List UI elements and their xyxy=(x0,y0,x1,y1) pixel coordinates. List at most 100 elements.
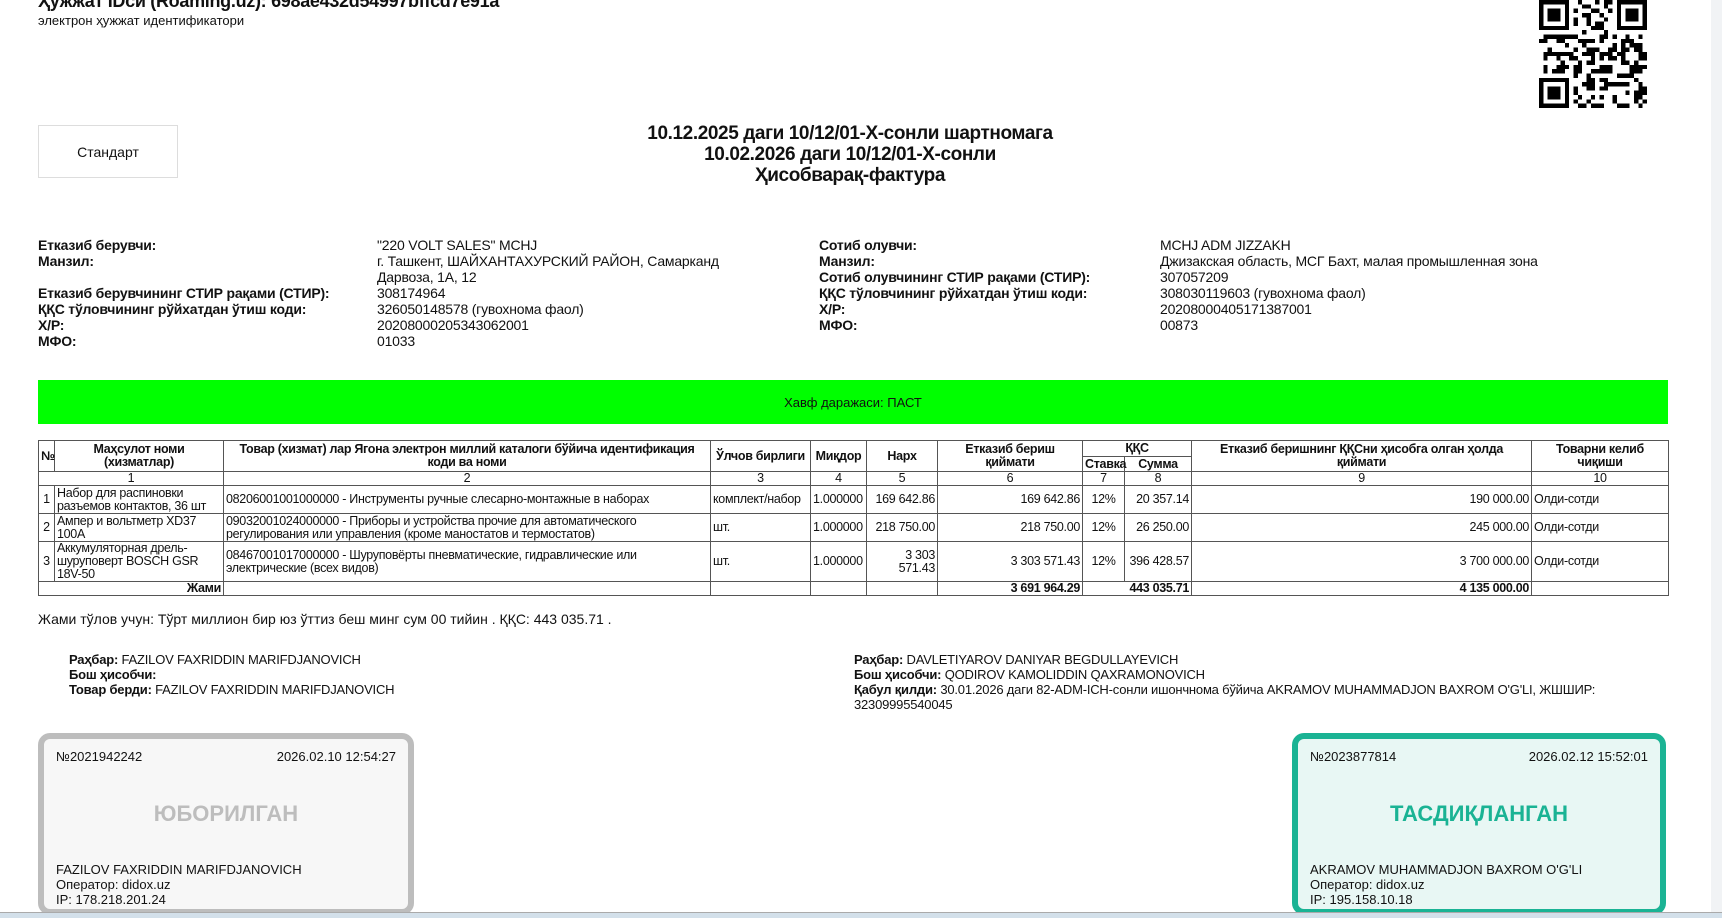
quantity: 1.000000 xyxy=(810,485,867,514)
header-origin: Товарни келиб чиқиши xyxy=(1531,440,1670,472)
table-row: 2 Ампер и вольтметр XD37 100A 090320010240… xyxy=(38,513,1670,542)
header-vat-amount: Сумма xyxy=(1123,456,1193,472)
page-title: 10.12.2025 даги 10/12/01-X-сонли шартном… xyxy=(500,123,1200,186)
label: Раҳбар: xyxy=(69,652,119,667)
column-number: 8 xyxy=(1123,471,1193,486)
seller-director: FAZILOV FAXRIDDIN MARIFDJANOVICH xyxy=(121,652,361,667)
header-catalog-code: Товар (хизмат) лар Ягона электрон миллий… xyxy=(223,440,711,472)
row-no: 1 xyxy=(38,485,55,514)
stamp-signer: AKRAMOV MUHAMMADJON BAXROM O'G'LI xyxy=(1310,862,1583,877)
seller-info-row: МФО: 01033 xyxy=(38,333,747,349)
label: Товар берди: xyxy=(69,682,152,697)
total-row: Жами 3 691 964.29 443 035.71 4 135 000.0… xyxy=(38,581,1670,596)
risk-level-banner: Хавф даражаси: ПАСТ xyxy=(38,380,1668,424)
stamp-ip: IP: 195.158.10.18 xyxy=(1310,892,1413,907)
buyer-info: Сотиб олувчи: MCHJ ADM JIZZAKH Манзил: Джиз… xyxy=(819,237,1550,333)
header-vat: ҚҚС xyxy=(1081,440,1193,457)
cost-with-vat: 245 000.00 xyxy=(1191,513,1533,542)
buyer-field-label: МФО: xyxy=(819,317,858,333)
unit: шт. xyxy=(710,541,811,582)
seller-info-row: Етказиб берувчининг СТИР рақами (СТИР): 3… xyxy=(38,285,747,301)
column-number: 1 xyxy=(38,471,224,486)
product-name: Ампер и вольтметр XD37 100A xyxy=(54,513,224,542)
stamp-datetime: 2026.02.12 15:52:01 xyxy=(1528,749,1648,764)
vat-rate: 12% xyxy=(1082,541,1125,582)
buyer-field-value: Джизакская область, МСГ Бахт, малая пром… xyxy=(1160,253,1538,269)
stamp-datetime: 2026.02.10 12:54:27 xyxy=(276,749,396,764)
invoice-table: № Маҳсулот номи (хизматлар) Товар (хизма… xyxy=(38,440,1670,596)
bottom-bar xyxy=(0,912,1722,918)
seller-info-row: Х/Р: 20208000205343062001 xyxy=(38,317,747,333)
seller-field-label: Х/Р: xyxy=(38,317,65,333)
header-price: Нарх xyxy=(866,440,938,472)
price: 218 750.00 xyxy=(866,513,938,542)
buyer-accountant: QODIROV KAMOLIDDIN QAXRAMONOVICH xyxy=(944,667,1205,682)
buyer-info-row: Сотиб олувчининг СТИР рақами (СТИР): 3070… xyxy=(819,269,1550,285)
header-cost-with-vat: Етказиб беришнинг ҚҚСни ҳисобга олган ҳо… xyxy=(1191,440,1533,472)
column-number: 9 xyxy=(1191,471,1533,486)
quantity: 1.000000 xyxy=(810,513,867,542)
total-label: Жами xyxy=(38,581,224,596)
header-vat-rate: Ставка xyxy=(1082,456,1127,472)
stamp-approved: №2023877814 2026.02.12 15:52:01 ТАСДИҚЛАН… xyxy=(1292,733,1666,915)
catalog-code: 08467001017000000 - Шуруповёрты пневмати… xyxy=(223,541,711,582)
stamp-operator: Оператор: didox.uz xyxy=(56,877,171,892)
title-line-contract: 10.12.2025 даги 10/12/01-X-сонли шартном… xyxy=(647,123,1053,144)
stamp-signer: FAZILOV FAXRIDDIN MARIFDJANOVICH xyxy=(56,862,302,877)
stamp-sent: №2021942242 2026.02.10 12:54:27 ЮБОРИЛГАН… xyxy=(38,733,414,915)
total-in-words: Жами тўлов учун: Тўрт миллион бир юз ўтт… xyxy=(38,611,612,627)
total-delivery-cost: 3 691 964.29 xyxy=(937,581,1083,596)
stamp-operator: Оператор: didox.uz xyxy=(1310,877,1425,892)
buyer-director: DAVLETIYAROV DANIYAR BEGDULLAYEVICH xyxy=(906,652,1179,667)
seller-field-value: г. Ташкент, ШАЙХАНТАХУРСКИЙ РАЙОН, Самар… xyxy=(377,253,719,285)
buyer-received-by: 30.01.2026 даги 82-ADM-ICH-сонли ишончно… xyxy=(854,682,1596,712)
total-vat: 443 035.71 xyxy=(1081,581,1193,596)
buyer-field-value: 307057209 xyxy=(1160,269,1229,285)
scrollbar[interactable] xyxy=(1711,0,1722,912)
origin: Олди-сотди xyxy=(1531,541,1670,582)
delivery-cost: 218 750.00 xyxy=(937,513,1083,542)
seller-field-label: Манзил: xyxy=(38,253,94,269)
seller-field-label: МФО: xyxy=(38,333,77,349)
header-quantity: Миқдор xyxy=(810,440,867,472)
buyer-field-label: Х/Р: xyxy=(819,301,846,317)
seller-info-row: Манзил: г. Ташкент, ШАЙХАНТАХУРСКИЙ РАЙОН… xyxy=(38,253,747,285)
delivery-cost: 3 303 571.43 xyxy=(937,541,1083,582)
buyer-field-value: 308030119603 (гувохнома фаол) xyxy=(1160,285,1366,301)
header-product-name: Маҳсулот номи (хизматлар) xyxy=(54,440,224,472)
stamp-status: ЮБОРИЛГАН xyxy=(153,801,299,826)
product-name: Набор для распиновки разъемов контактов,… xyxy=(54,485,224,514)
document-id: Ҳужжат IDси (Roaming.uz): 698ae432d54997… xyxy=(38,0,500,11)
row-no: 3 xyxy=(38,541,55,582)
qr-modules xyxy=(1539,0,1647,108)
seller-signatures: Раҳбар: FAZILOV FAXRIDDIN MARIFDJANOVICH… xyxy=(69,652,395,697)
standard-button[interactable]: Стандарт xyxy=(38,125,178,178)
row-no: 2 xyxy=(38,513,55,542)
column-number: 2 xyxy=(223,471,711,486)
column-number: 5 xyxy=(866,471,938,486)
title-line-date: 10.02.2026 даги 10/12/01-X-сонли xyxy=(704,144,996,165)
stamp-number: №2023877814 xyxy=(1310,749,1397,764)
buyer-field-value: 20208000405171387001 xyxy=(1160,301,1312,317)
origin: Олди-сотди xyxy=(1531,485,1670,514)
vat-rate: 12% xyxy=(1082,513,1125,542)
column-number: 3 xyxy=(710,471,811,486)
document-id-caption: электрон ҳужжат идентификатори xyxy=(38,13,245,28)
seller-field-label: Етказиб берувчи: xyxy=(38,237,157,253)
qr-code xyxy=(1539,0,1647,108)
seller-field-value: 20208000205343062001 xyxy=(377,317,529,333)
seller-issued-by: FAZILOV FAXRIDDIN MARIFDJANOVICH xyxy=(155,682,395,697)
column-number-row: 1 2 3 4 5 6 7 8 9 10 xyxy=(38,471,1670,486)
total-with-vat: 4 135 000.00 xyxy=(1191,581,1533,596)
buyer-info-row: Манзил: Джизакская область, МСГ Бахт, мал… xyxy=(819,253,1550,269)
price: 3 303 571.43 xyxy=(866,541,938,582)
buyer-info-row: МФО: 00873 xyxy=(819,317,1550,333)
table-row: 3 Аккумуляторная дрель-шуруповерт BOSCH G… xyxy=(38,541,1670,582)
buyer-field-label: ҚҚС тўловчининг рўйхатдан ўтиш коди: xyxy=(819,285,1088,301)
vat-amount: 396 428.57 xyxy=(1123,541,1193,582)
cost-with-vat: 190 000.00 xyxy=(1191,485,1533,514)
label: Бош ҳисобчи: xyxy=(854,667,942,682)
buyer-info-row: Х/Р: 20208000405171387001 xyxy=(819,301,1550,317)
seller-info: Етказиб берувчи: "220 VOLT SALES" MCHJ Ман… xyxy=(38,237,747,349)
label: Қабул қилди: xyxy=(854,682,937,697)
